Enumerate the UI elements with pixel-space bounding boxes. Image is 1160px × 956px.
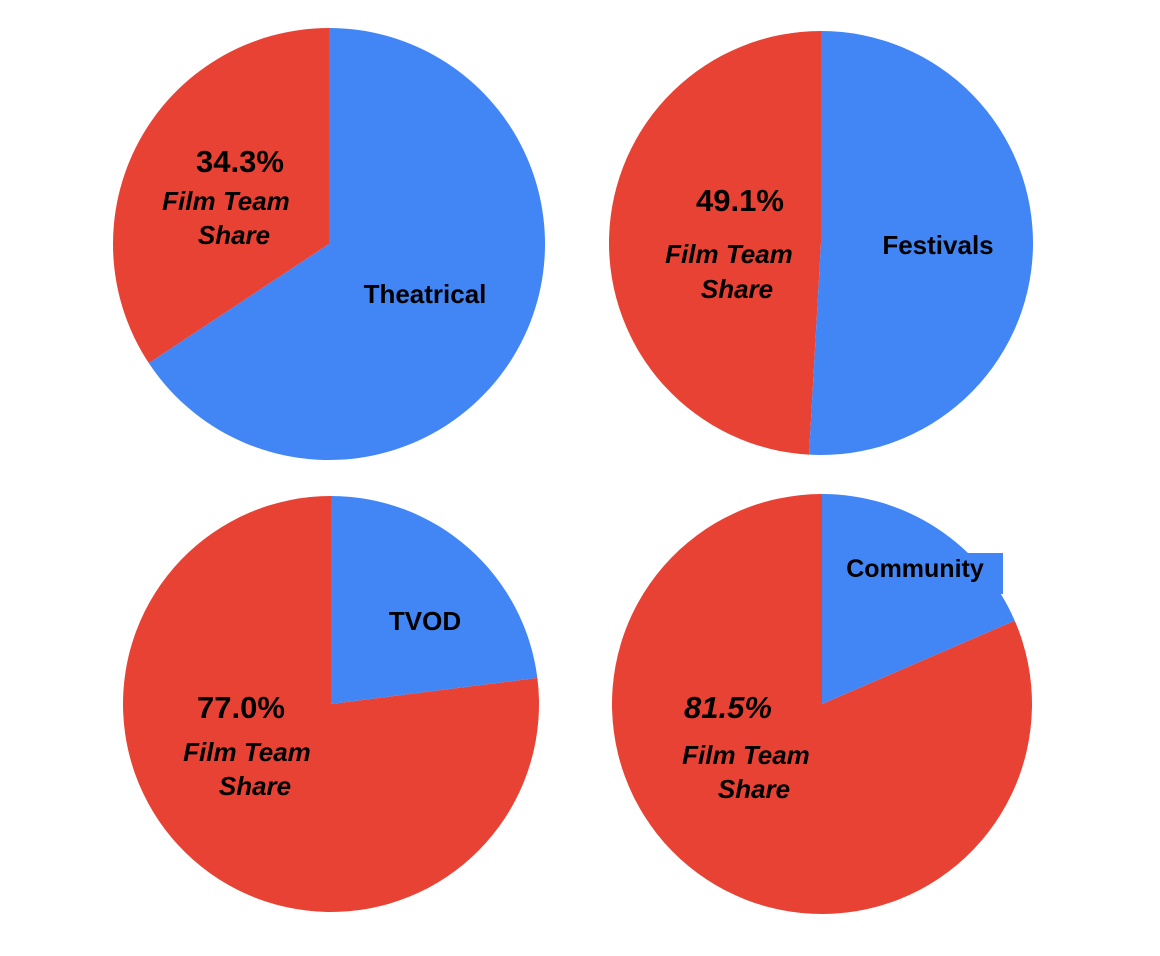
percent-label: 77.0% (197, 690, 285, 725)
pie-slice-community (822, 494, 1015, 704)
category-label: Community (846, 555, 984, 583)
pie-chart-community: 81.5% Film Team Share Community (612, 494, 1032, 914)
percent-label: 49.1% (696, 183, 784, 218)
pie-chart-tvod: 77.0% Film Team Share TVOD (123, 496, 540, 912)
share-label-line2: Share (701, 274, 773, 304)
category-label: Festivals (882, 230, 993, 260)
pie-slice-film-team-share (608, 31, 821, 455)
pie-slice-film-team-share (112, 28, 329, 364)
category-label: Theatrical (364, 279, 487, 309)
category-label-box (827, 553, 1003, 594)
share-label-line1: Film Team (665, 239, 793, 269)
pie-slice-theatrical (148, 28, 546, 460)
pie-chart-festivals: 49.1% Film Team Share Festivals (608, 31, 1033, 455)
share-label-line2: Share (198, 220, 270, 250)
pie-slice-tvod (331, 496, 538, 704)
share-label-line1: Film Team (682, 740, 810, 770)
share-label-line2: Share (718, 774, 790, 804)
pie-chart-theatrical: 34.3% Film Team Share Theatrical (112, 28, 546, 460)
pie-slice-film-team-share (123, 496, 540, 912)
pie-slice-festivals (809, 31, 1033, 455)
percent-label: 34.3% (196, 144, 284, 179)
percent-label: 81.5% (684, 690, 772, 725)
share-label-line1: Film Team (183, 737, 311, 767)
share-label-line1: Film Team (162, 186, 290, 216)
share-label-line2: Share (219, 771, 291, 801)
category-label: TVOD (389, 606, 461, 636)
